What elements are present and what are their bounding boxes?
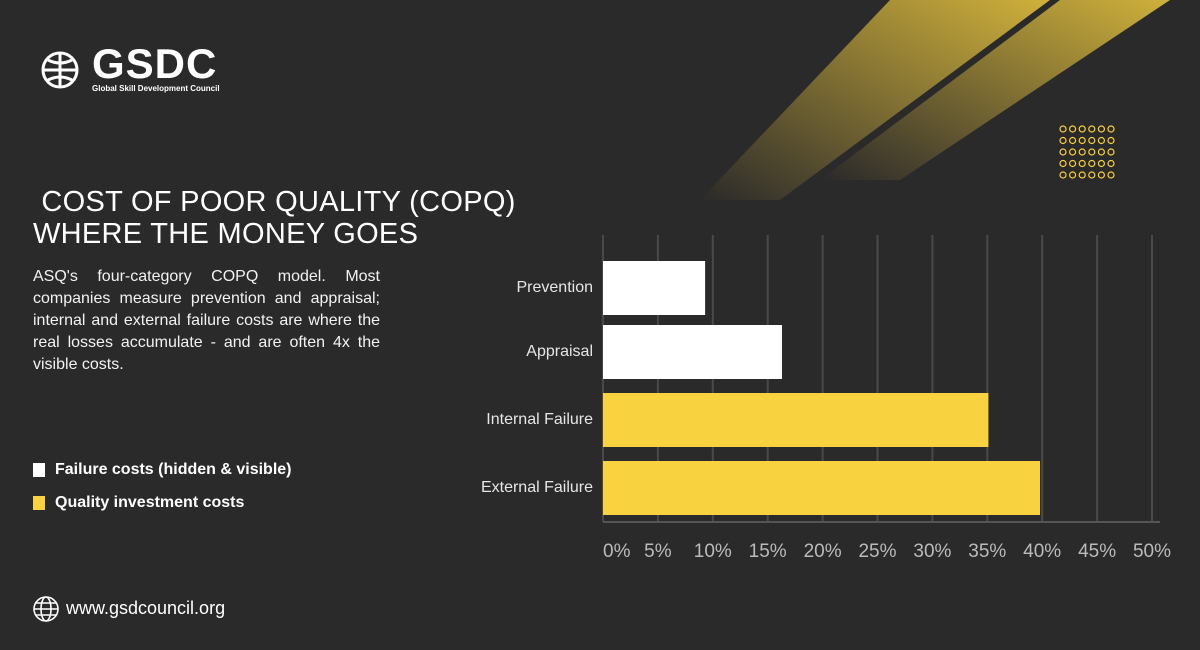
description: ASQ's four-category COPQ model. Most com… — [33, 268, 380, 373]
logo-icon — [41, 51, 79, 89]
x-tick-label: 30% — [913, 541, 951, 562]
x-tick-label: 20% — [804, 541, 842, 562]
deco-dot — [1078, 159, 1086, 168]
x-tick-label: 10% — [694, 541, 732, 562]
x-tick-label: 0% — [603, 541, 631, 562]
x-tick-label: 45% — [1078, 541, 1116, 562]
deco-dot — [1068, 136, 1077, 145]
bar — [603, 393, 989, 447]
y-tick-label: Prevention — [517, 279, 594, 296]
deco-dot — [1088, 136, 1096, 145]
deco-dot — [1088, 159, 1096, 168]
legend-swatch — [33, 496, 45, 510]
deco-dot — [1059, 136, 1067, 145]
title-line: COST OF POOR QUALITY (COPQ) — [33, 186, 516, 218]
y-tick-label: Internal Failure — [486, 411, 593, 428]
x-tick-label: 25% — [858, 541, 896, 562]
deco-dot — [1107, 159, 1115, 168]
deco-dot — [1097, 125, 1106, 133]
globe-icon — [33, 596, 59, 622]
deco-dot — [1097, 159, 1106, 168]
deco-dot — [1059, 171, 1067, 179]
deco-dot — [1088, 148, 1096, 156]
x-tick-label: 5% — [644, 541, 672, 562]
y-tick-label: Appraisal — [526, 343, 593, 360]
deco-dot — [1097, 171, 1106, 179]
x-tick-label: 35% — [968, 541, 1006, 562]
deco-stripe — [700, 0, 1050, 200]
deco-dot — [1078, 171, 1086, 179]
legend-label: Failure costs (hidden & visible) — [55, 461, 292, 478]
bar — [603, 325, 782, 379]
deco-dot — [1107, 125, 1115, 133]
bar — [603, 261, 706, 315]
deco-dot — [1078, 136, 1086, 145]
deco-dot — [1107, 171, 1115, 179]
deco-dot — [1068, 159, 1077, 168]
legend-swatch — [33, 463, 45, 477]
x-tick-label: 15% — [749, 541, 787, 562]
deco-dot — [1097, 148, 1106, 156]
tagline: Global Skill Development Council — [92, 84, 220, 93]
deco-dot — [1088, 125, 1096, 133]
deco-dot — [1107, 148, 1115, 156]
deco-dot — [1059, 148, 1067, 156]
deco-dot — [1068, 148, 1077, 156]
deco-dot — [1068, 171, 1077, 179]
deco-dot — [1059, 159, 1067, 168]
deco-dot — [1088, 171, 1096, 179]
deco-dot — [1078, 125, 1086, 133]
deco-dot — [1059, 125, 1067, 133]
deco-dots — [1059, 125, 1115, 179]
deco-dot — [1107, 136, 1115, 145]
bar — [603, 461, 1041, 515]
deco-dot — [1078, 148, 1086, 156]
x-tick-label: 50% — [1133, 541, 1171, 562]
deco-stripe — [820, 0, 1170, 180]
website: www.gsdcouncil.org — [66, 598, 226, 618]
title-line: WHERE THE MONEY GOES — [33, 218, 419, 250]
legend-label: Quality investment costs — [55, 494, 245, 511]
deco-dot — [1097, 136, 1106, 145]
y-tick-label: External Failure — [481, 479, 593, 496]
deco-dot — [1068, 125, 1077, 133]
title: COST OF POOR QUALITY (COPQ) WHERE THE MON… — [33, 186, 516, 250]
legend-item: Quality investment costs — [33, 494, 244, 512]
logo: GSDC — [92, 40, 218, 87]
legend-item: Failure costs (hidden & visible) — [33, 461, 292, 479]
x-tick-label: 40% — [1023, 541, 1061, 562]
